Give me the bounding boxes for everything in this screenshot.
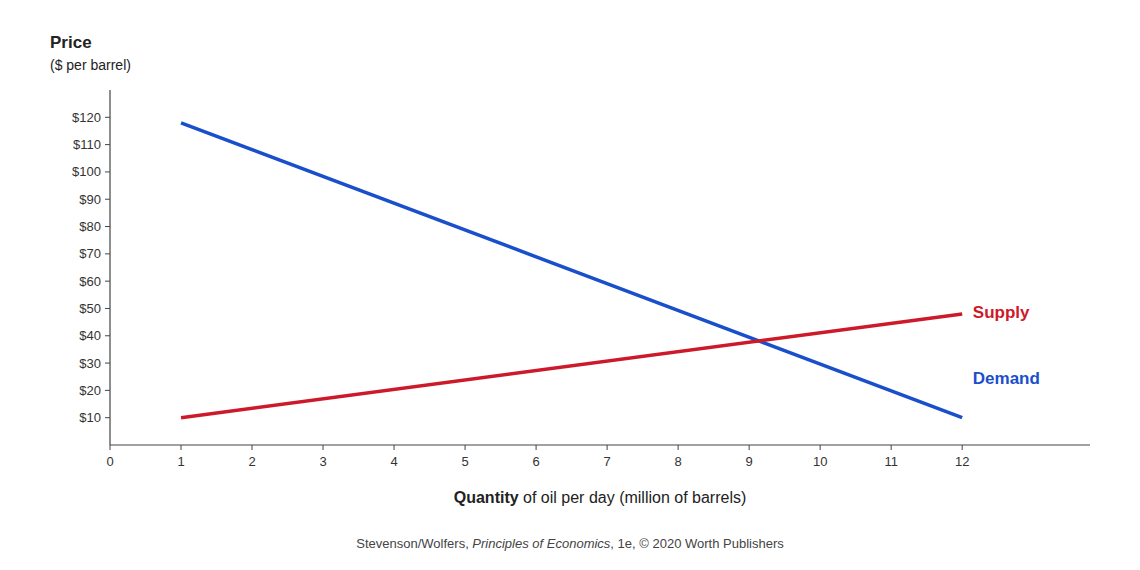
y-tick (105, 171, 110, 172)
x-tick-label: 10 (813, 454, 827, 469)
series-line (181, 123, 962, 418)
x-tick-label: 5 (461, 454, 468, 469)
x-tick-label: 12 (955, 454, 969, 469)
footnote: Stevenson/Wolfers, Principles of Economi… (356, 536, 784, 551)
x-tick (891, 445, 892, 450)
footnote-part: Principles of Economics (472, 536, 610, 551)
x-tick-label: 3 (319, 454, 326, 469)
y-tick (105, 417, 110, 418)
x-tick (536, 445, 537, 450)
y-tick-label: $20 (79, 383, 101, 398)
y-tick (105, 226, 110, 227)
x-tick-label: 2 (248, 454, 255, 469)
x-tick (181, 445, 182, 450)
y-tick (105, 390, 110, 391)
chart: 0123456789101112$10$20$30$40$50$60$70$80… (0, 0, 1140, 570)
y-tick-label: $110 (73, 137, 101, 152)
x-tick (323, 445, 324, 450)
axes: 0123456789101112$10$20$30$40$50$60$70$80… (72, 90, 1090, 469)
footnote-part: Stevenson/Wolfers, (356, 536, 472, 551)
x-axis-line (110, 444, 1090, 445)
y-tick-label: $80 (79, 219, 101, 234)
y-tick (105, 335, 110, 336)
y-tick-label: $30 (79, 356, 101, 371)
x-tick-label: 7 (603, 454, 610, 469)
y-axis-title: Price (50, 33, 92, 52)
x-tick-label: 4 (390, 454, 397, 469)
x-tick-label: 11 (884, 454, 898, 469)
y-tick-label: $90 (79, 192, 101, 207)
y-axis-line (109, 90, 110, 445)
y-tick (105, 281, 110, 282)
y-tick (105, 253, 110, 254)
y-tick-label: $50 (79, 301, 101, 316)
x-tick-label: 1 (177, 454, 184, 469)
x-tick (394, 445, 395, 450)
y-tick (105, 363, 110, 364)
x-tick-label: 0 (106, 454, 113, 469)
footnote-part: , 1e, © 2020 Worth Publishers (610, 536, 784, 551)
y-tick (105, 144, 110, 145)
annotations: Supply Demand (973, 303, 1040, 388)
x-tick-label: 8 (674, 454, 681, 469)
y-tick-label: $10 (79, 410, 101, 425)
line-label: Supply (973, 303, 1030, 322)
x-axis-title-part: Quantity (454, 489, 519, 506)
x-axis-title: Quantity of oil per day (million of barr… (454, 489, 747, 506)
series-line (181, 314, 962, 418)
y-tick (105, 199, 110, 200)
x-tick (607, 445, 608, 450)
x-tick (252, 445, 253, 450)
x-tick-label: 9 (746, 454, 753, 469)
y-tick (105, 308, 110, 309)
x-tick (820, 445, 821, 450)
y-tick-label: $60 (79, 274, 101, 289)
x-axis-title-part: of oil per day (million of barrels) (519, 489, 747, 506)
y-tick-label: $120 (72, 110, 101, 125)
x-tick (465, 445, 466, 450)
x-tick (749, 445, 750, 450)
y-tick (105, 117, 110, 118)
x-tick (962, 445, 963, 450)
y-tick-label: $70 (79, 246, 101, 261)
y-tick-label: $100 (72, 164, 101, 179)
plot-area (181, 123, 962, 418)
x-tick-label: 6 (532, 454, 539, 469)
x-tick (678, 445, 679, 450)
y-axis-subtitle: ($ per barrel) (50, 57, 131, 73)
y-tick-label: $40 (79, 328, 101, 343)
x-tick (110, 445, 111, 450)
line-label: Demand (973, 369, 1040, 388)
